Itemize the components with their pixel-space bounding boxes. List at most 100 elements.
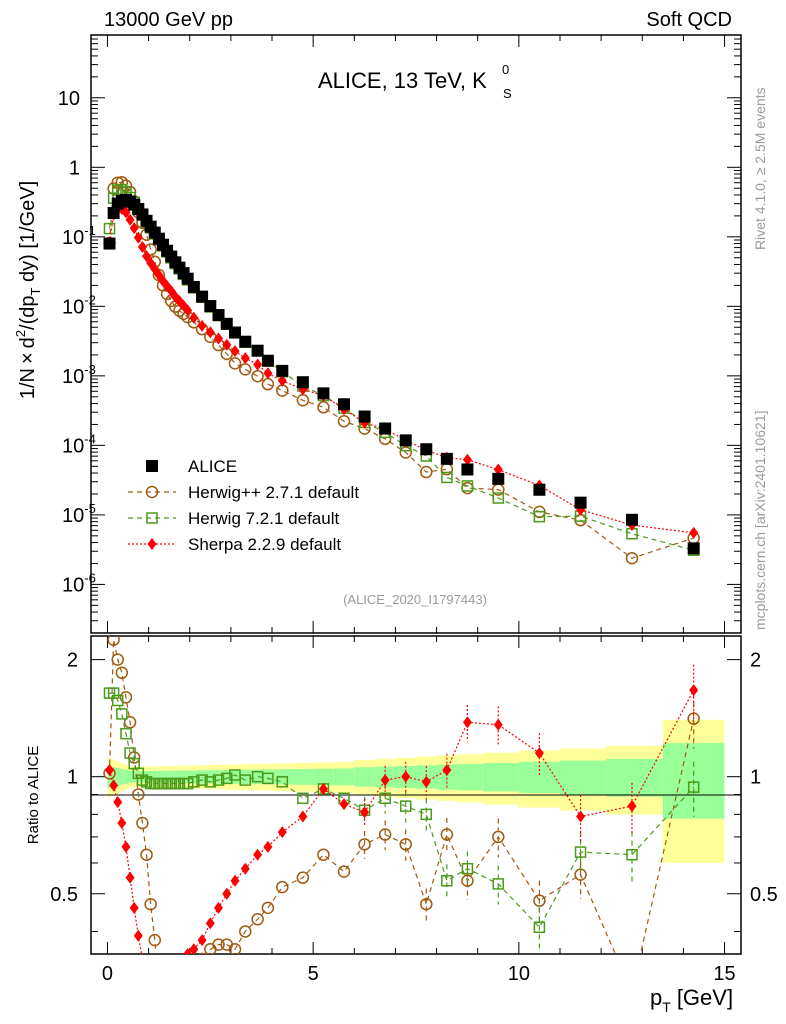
ratio-point-herwig xyxy=(212,774,225,786)
ratio-tick-label-left: 1 xyxy=(67,767,78,789)
ratio-point-herwig xyxy=(162,1012,173,1023)
ratio-point-herwig xyxy=(140,776,153,788)
legend-label-herwig: Herwig 7.2.1 default xyxy=(188,509,339,528)
band-green xyxy=(115,768,120,786)
ratio-tick-label-left: 0.5 xyxy=(50,884,78,906)
band-green xyxy=(457,764,483,791)
legend-label-sherpa: Sherpa 2.2.9 default xyxy=(188,535,341,554)
ratio-point-herwig xyxy=(116,708,128,720)
main-point-sherpa xyxy=(263,367,273,380)
ratio-point-herwig xyxy=(574,846,587,858)
legend-marker-sherpa xyxy=(147,538,157,550)
ratio-point-herwig xyxy=(626,986,637,997)
y-tick-label: 10 xyxy=(58,88,80,110)
ratio-point-sherpa xyxy=(493,718,503,731)
x-tick-label: 0 xyxy=(102,963,113,985)
ratio-point-herwig xyxy=(136,774,149,786)
main-point-alice xyxy=(103,237,116,250)
ratio-point-herwig xyxy=(262,772,274,785)
ratio-point-herwig xyxy=(251,912,264,926)
plot-title: ALICE, 13 TeV, K xyxy=(318,68,487,93)
band-green xyxy=(160,770,166,783)
ratio-point-herwig xyxy=(378,828,392,841)
legend-marker-herwig xyxy=(146,512,158,524)
band-green xyxy=(177,770,182,784)
ratio-point-sherpa xyxy=(154,974,163,986)
main-point-herwig xyxy=(461,480,474,492)
main-point-herwig xyxy=(239,363,252,376)
ratio-point-herwig xyxy=(212,938,225,951)
y-tick-label: 10-5 xyxy=(62,501,96,527)
band-green xyxy=(181,770,186,784)
ratio-point-sherpa xyxy=(129,901,139,914)
ratio-series xyxy=(103,636,700,1024)
main-point-herwig xyxy=(228,357,242,370)
band-green xyxy=(165,770,170,783)
ratio-point-herwig xyxy=(221,772,233,785)
main-point-sherpa xyxy=(230,345,240,358)
ratio-point-herwig xyxy=(170,1019,181,1024)
ratio-point-herwig xyxy=(144,897,157,911)
ratio-point-herwig xyxy=(204,776,217,788)
ratio-point-herwig xyxy=(120,727,132,740)
main-point-alice xyxy=(228,326,241,339)
main-point-alice xyxy=(187,280,200,293)
band-green xyxy=(292,768,314,785)
y-tick-label: 10-1 xyxy=(62,223,96,249)
ratio-point-sherpa xyxy=(380,774,390,787)
y-tick-label: 10-6 xyxy=(62,570,96,596)
ratio-point-herwig xyxy=(182,986,193,997)
ratio-tick-label-right: 2 xyxy=(750,650,761,672)
main-point-alice xyxy=(625,513,638,526)
main-point-sherpa xyxy=(240,352,250,365)
ratio-point-herwig xyxy=(119,691,133,704)
ratio-point-herwig xyxy=(276,776,289,788)
main-point-sherpa xyxy=(253,358,263,371)
band-green xyxy=(123,769,129,784)
x-axis-label: pT [GeV] xyxy=(650,985,733,1015)
ratio-point-herwig xyxy=(297,792,309,805)
ratio-tick-label-right: 1 xyxy=(750,767,761,789)
main-point-herwig xyxy=(533,510,546,523)
main-point-alice xyxy=(296,376,309,389)
band-green xyxy=(152,770,157,783)
main-point-alice xyxy=(338,398,351,411)
band-green xyxy=(559,760,607,795)
ratio-point-herwig xyxy=(140,848,153,861)
ratio-point-sherpa xyxy=(230,874,240,887)
ratio-point-sherpa xyxy=(214,901,224,914)
main-point-sherpa xyxy=(277,374,287,387)
ratio-point-sherpa xyxy=(318,782,328,795)
ratio-point-sherpa xyxy=(277,826,287,839)
main-point-herwig xyxy=(420,465,433,479)
y-tick-label: 10-2 xyxy=(62,292,96,318)
ratio-point-sherpa xyxy=(109,779,119,792)
main-point-alice xyxy=(261,354,274,367)
ratio-point-sherpa xyxy=(205,917,215,930)
band-green xyxy=(333,768,355,786)
ratio-tick-label-right: 0.5 xyxy=(750,884,778,906)
ratio-point-sherpa xyxy=(133,929,143,942)
ratio-point-herwig xyxy=(441,875,453,887)
ratio-point-herwig xyxy=(461,874,474,888)
ratio-point-herwig xyxy=(153,975,164,986)
ratio-point-herwig xyxy=(181,777,194,790)
ratio-point-sherpa xyxy=(689,684,699,697)
ratio-point-herwig xyxy=(148,933,162,947)
ratio-point-herwig xyxy=(111,694,124,707)
band-green xyxy=(173,770,178,783)
analysis-id: (ALICE_2020_I1797443) xyxy=(343,592,487,607)
main-point-sherpa xyxy=(689,526,699,539)
ratio-point-sherpa xyxy=(240,862,250,875)
ratio-point-sherpa xyxy=(183,948,193,954)
ratio-point-herwig xyxy=(107,636,120,646)
main-point-alice xyxy=(239,335,252,348)
main-point-herwig xyxy=(625,551,639,565)
ratio-tick-label-left: 2 xyxy=(67,650,78,672)
main-point-alice xyxy=(399,434,412,447)
ratio-point-sherpa xyxy=(627,800,637,813)
legend: ALICE Herwig++ 2.7.1 default Herwig 7.2.1 … xyxy=(128,457,359,554)
ratio-point-sherpa xyxy=(298,810,308,823)
band-green xyxy=(214,770,223,784)
